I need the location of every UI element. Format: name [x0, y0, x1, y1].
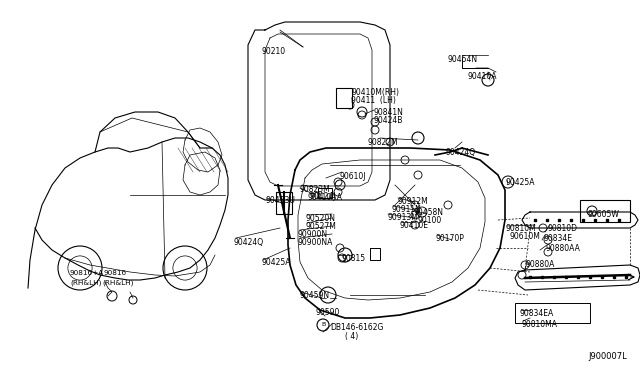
Text: 90900N: 90900N — [298, 230, 328, 239]
Text: 90810MA: 90810MA — [521, 320, 557, 329]
Bar — [515, 303, 590, 323]
Text: 90880AA: 90880AA — [545, 244, 580, 253]
Text: 90912M: 90912M — [397, 197, 428, 206]
Text: 90527M: 90527M — [305, 222, 336, 231]
Text: 90410AA: 90410AA — [308, 193, 343, 202]
Text: 90411  (LH): 90411 (LH) — [351, 96, 396, 105]
Text: 90610J: 90610J — [340, 172, 367, 181]
Text: 90100: 90100 — [418, 216, 442, 225]
Bar — [336, 88, 352, 108]
Bar — [318, 188, 332, 198]
Text: 90424B: 90424B — [374, 116, 403, 125]
Text: 90454N: 90454N — [447, 55, 477, 64]
Text: 90590: 90590 — [316, 308, 340, 317]
Text: 90459N: 90459N — [299, 291, 329, 300]
Text: (RH&LH): (RH&LH) — [102, 279, 133, 285]
Text: 90410E: 90410E — [400, 221, 429, 230]
Text: 90841N: 90841N — [374, 108, 404, 117]
Text: 90424J: 90424J — [310, 192, 337, 201]
Text: 90458N: 90458N — [413, 208, 443, 217]
Text: 90834E: 90834E — [543, 234, 572, 243]
Bar — [276, 192, 292, 214]
Text: 90810M: 90810M — [505, 224, 536, 233]
Text: 90900NA: 90900NA — [298, 238, 333, 247]
Text: J900007L: J900007L — [588, 352, 627, 361]
Text: 90610M: 90610M — [510, 232, 541, 241]
Bar — [580, 200, 630, 222]
Text: 90822M: 90822M — [367, 138, 397, 147]
Text: 90816: 90816 — [104, 270, 127, 276]
Text: B: B — [321, 323, 325, 327]
Text: 90410M(RH): 90410M(RH) — [351, 88, 399, 97]
Text: 90170P: 90170P — [435, 234, 464, 243]
Text: 90210: 90210 — [262, 47, 286, 56]
Text: (RH&LH): (RH&LH) — [70, 279, 101, 285]
Text: 90810D: 90810D — [548, 224, 578, 233]
Text: 90823M: 90823M — [300, 185, 331, 194]
Text: 90410A: 90410A — [468, 72, 497, 81]
Text: 90911N: 90911N — [392, 205, 422, 214]
Text: 90913M: 90913M — [387, 213, 418, 222]
Text: 90424Q: 90424Q — [234, 238, 264, 247]
Text: ( 4): ( 4) — [345, 332, 358, 341]
Text: 90605W: 90605W — [587, 210, 619, 219]
Text: 90834EA: 90834EA — [519, 309, 553, 318]
Text: DB146-6162G: DB146-6162G — [330, 323, 383, 332]
Text: 90425A: 90425A — [261, 258, 291, 267]
Text: 90425A: 90425A — [505, 178, 534, 187]
Text: 90433U: 90433U — [265, 196, 295, 205]
Text: 90880A: 90880A — [525, 260, 554, 269]
Text: 90520N: 90520N — [305, 214, 335, 223]
Text: 90424Q: 90424Q — [445, 148, 475, 157]
Text: 90816+A: 90816+A — [70, 270, 104, 276]
Text: 90815: 90815 — [341, 254, 365, 263]
